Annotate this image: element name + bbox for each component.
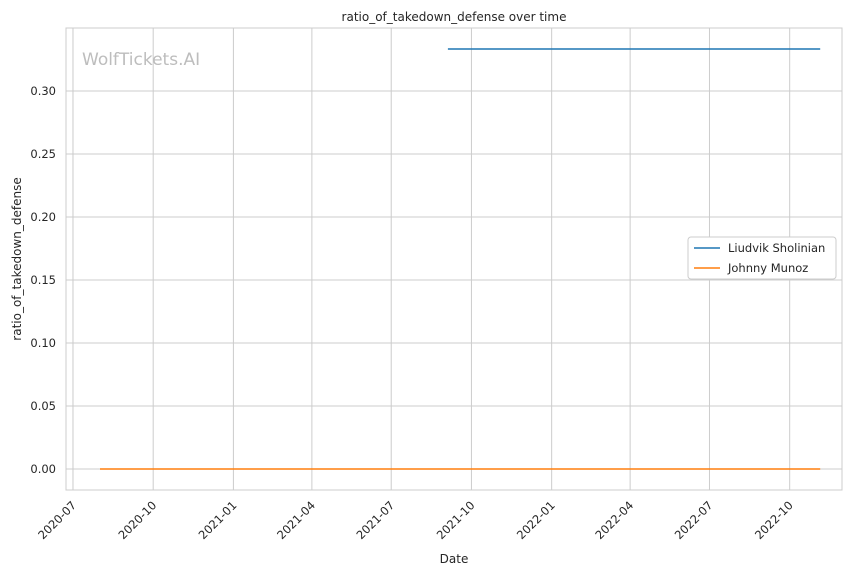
series-lines <box>100 48 821 470</box>
y-tick-label: 0.00 <box>30 462 56 476</box>
y-tick-label: 0.20 <box>30 210 56 224</box>
x-axis-ticks: 2020-07 2020-10 2021-01 2021-04 2021-07 2021-… <box>35 498 796 542</box>
y-tick-label: 0.10 <box>30 336 56 350</box>
x-tick-label: 2021-04 <box>274 498 318 542</box>
x-tick-label: 2020-07 <box>35 498 79 542</box>
x-tick-label: 2022-10 <box>752 498 796 542</box>
x-tick-label: 2022-07 <box>672 498 716 542</box>
legend-label-0: Liudvik Sholinian <box>728 241 825 255</box>
x-axis-title: Date <box>440 552 469 566</box>
legend-label-1: Johnny Munoz <box>727 261 808 275</box>
legend: Liudvik Sholinian Johnny Munoz <box>687 236 837 280</box>
x-tick-label: 2021-07 <box>353 498 397 542</box>
watermark: WolfTickets.AI <box>82 50 200 70</box>
x-tick-label: 2022-04 <box>592 498 636 542</box>
y-tick-label: 0.15 <box>30 273 56 287</box>
chart-title: ratio_of_takedown_defense over time <box>342 10 567 24</box>
y-tick-label: 0.05 <box>30 399 56 413</box>
y-axis-title: ratio_of_takedown_defense <box>10 177 24 340</box>
x-tick-label: 2022-01 <box>514 498 558 542</box>
y-axis-ticks: 0.00 0.05 0.10 0.15 0.20 0.25 0.30 <box>30 84 56 476</box>
y-tick-label: 0.25 <box>30 147 56 161</box>
x-tick-label: 2020-10 <box>115 498 159 542</box>
x-tick-label: 2021-01 <box>196 498 240 542</box>
legend-box <box>687 236 837 280</box>
y-tick-label: 0.30 <box>30 84 56 98</box>
x-tick-label: 2021-10 <box>434 498 478 542</box>
